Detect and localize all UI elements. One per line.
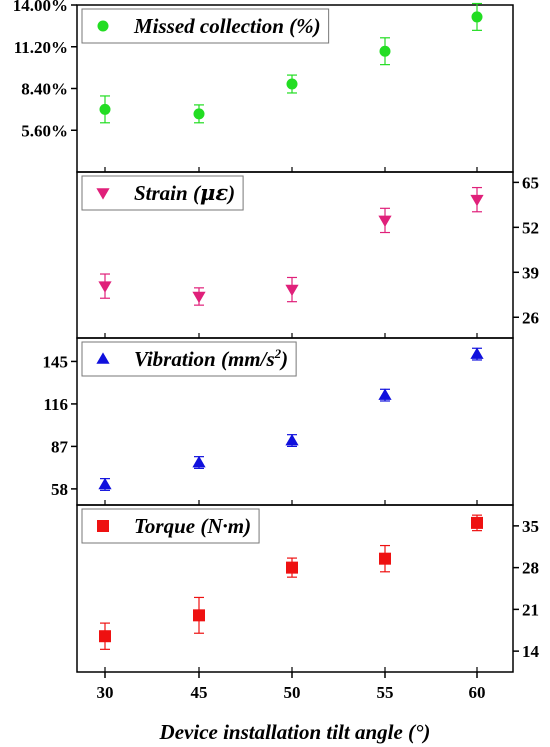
data-point xyxy=(471,11,483,23)
legend-box xyxy=(81,341,297,377)
legend-box xyxy=(81,8,330,44)
x-axis: 30 45 50 55 60 Device installation tilt angle… xyxy=(97,672,486,744)
data-point xyxy=(286,561,298,574)
panel-frame xyxy=(76,504,514,673)
data-point xyxy=(379,45,391,57)
panel-4: 14 21 28 35 Torque (N·m) xyxy=(76,504,540,673)
y-tick-label: 28 xyxy=(522,559,539,578)
y-tick-label: 116 xyxy=(43,395,68,414)
y-tick-label: 14.00% xyxy=(13,0,68,15)
legend-2: Strain (με) xyxy=(81,175,244,211)
y-tick-label: 5.60% xyxy=(21,121,68,140)
y-tick-label: 26 xyxy=(522,308,539,327)
legend-marker xyxy=(96,352,110,364)
data-point xyxy=(379,552,391,565)
panel-2: 26 39 52 65 Strain (με) xyxy=(76,171,539,339)
data-point xyxy=(99,630,111,643)
legend-text: Strain (με) xyxy=(134,180,235,205)
y-tick-label: 11.20% xyxy=(14,38,68,57)
y-tick-label: 58 xyxy=(51,480,68,499)
legend-3: Vibration (mm/s2) xyxy=(81,341,297,377)
x-tick-label: 60 xyxy=(469,683,486,702)
legend-1: Missed collection (%) xyxy=(81,8,330,44)
legend-marker xyxy=(97,520,109,532)
legend-text: Torque (N·m) xyxy=(134,514,251,538)
data-point xyxy=(470,347,484,359)
y-tick-label: 145 xyxy=(43,352,69,371)
data-point xyxy=(285,433,299,446)
legend-text: Vibration (mm/s2) xyxy=(134,346,288,371)
legend-box xyxy=(81,508,260,544)
data-point xyxy=(193,609,205,622)
legend-text-main: Vibration (mm/s xyxy=(134,347,275,371)
panel-1: 5.60% 8.40% 11.20% 14.00% Missed collection … xyxy=(13,0,514,173)
legend-4: Torque (N·m) xyxy=(81,508,260,544)
y-tick-label: 65 xyxy=(522,173,539,192)
legend-text-superscript: 2 xyxy=(274,346,282,361)
data-point xyxy=(192,455,206,468)
x-tick-label: 45 xyxy=(191,683,208,702)
data-point xyxy=(193,108,205,120)
y-tick-label: 52 xyxy=(522,218,539,237)
legend-text-close: ) xyxy=(226,181,235,205)
y-tick-label: 39 xyxy=(522,263,539,282)
x-tick-label: 55 xyxy=(377,683,394,702)
legend-marker xyxy=(96,188,110,200)
legend-marker xyxy=(97,20,109,32)
x-tick-label: 50 xyxy=(284,683,301,702)
legend-text-main: Strain ( xyxy=(134,181,202,205)
data-point xyxy=(98,477,112,490)
y-tick-label: 14 xyxy=(522,642,540,661)
legend-box xyxy=(81,175,244,211)
panel-3: 58 87 116 145 Vibration (mm/s2) xyxy=(43,337,514,506)
legend-text: Missed collection (%) xyxy=(133,14,321,38)
y-tick-label: 35 xyxy=(522,517,539,536)
legend-text-close: ) xyxy=(279,347,288,371)
x-axis-label: Device installation tilt angle (°) xyxy=(159,720,431,744)
data-point xyxy=(471,516,483,529)
y-tick-label: 87 xyxy=(51,437,69,456)
data-point xyxy=(192,291,206,304)
y-tick-label: 21 xyxy=(522,600,539,619)
data-point xyxy=(99,103,111,115)
data-point xyxy=(98,281,112,293)
legend-text-greek: με xyxy=(200,180,228,205)
data-point xyxy=(378,388,392,400)
data-point xyxy=(378,215,392,228)
data-point xyxy=(285,284,299,297)
x-tick-label: 30 xyxy=(97,683,114,702)
y-tick-label: 8.40% xyxy=(21,80,68,99)
data-point xyxy=(470,194,484,207)
data-point xyxy=(286,78,298,90)
